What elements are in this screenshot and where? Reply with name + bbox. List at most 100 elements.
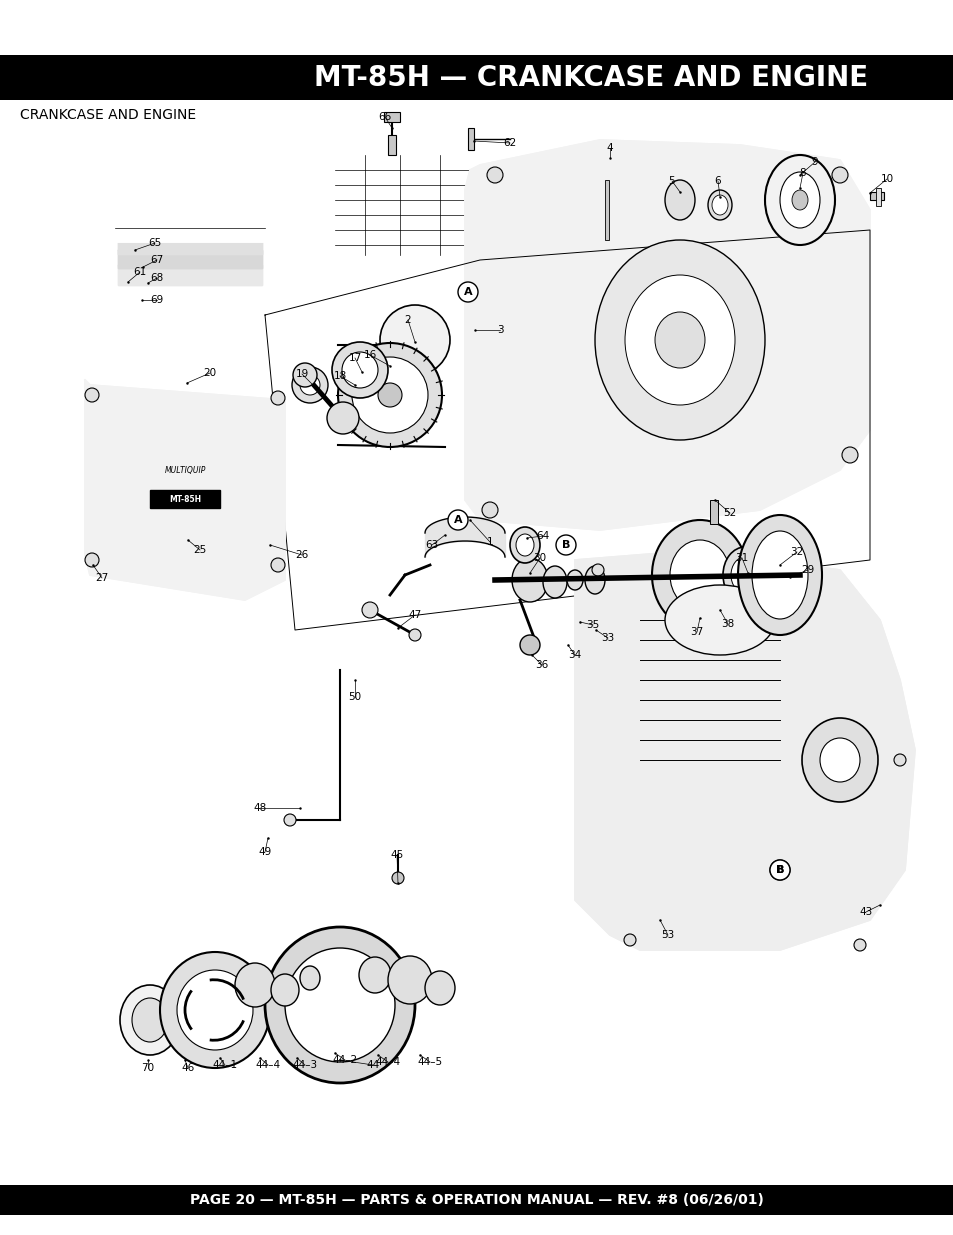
Ellipse shape bbox=[392, 872, 403, 884]
Ellipse shape bbox=[299, 375, 319, 395]
Text: 3: 3 bbox=[497, 325, 503, 335]
Text: 35: 35 bbox=[586, 620, 599, 630]
Bar bbox=[150, 490, 220, 508]
Bar bbox=[0, 56, 953, 100]
Polygon shape bbox=[112, 220, 268, 242]
Circle shape bbox=[409, 629, 420, 641]
Circle shape bbox=[361, 601, 377, 618]
Polygon shape bbox=[115, 280, 265, 330]
Circle shape bbox=[556, 535, 576, 555]
Ellipse shape bbox=[292, 367, 328, 403]
Circle shape bbox=[457, 282, 477, 303]
Ellipse shape bbox=[669, 540, 729, 610]
Ellipse shape bbox=[285, 948, 395, 1062]
Polygon shape bbox=[118, 249, 262, 268]
Circle shape bbox=[284, 814, 295, 826]
Text: 44–3: 44–3 bbox=[293, 1060, 317, 1070]
Polygon shape bbox=[464, 140, 869, 530]
Polygon shape bbox=[575, 550, 914, 950]
Text: 50: 50 bbox=[348, 692, 361, 701]
Text: 63: 63 bbox=[425, 540, 438, 550]
Circle shape bbox=[448, 510, 468, 530]
Ellipse shape bbox=[738, 515, 821, 635]
Text: 2: 2 bbox=[404, 315, 411, 325]
Ellipse shape bbox=[341, 352, 377, 388]
Text: 46: 46 bbox=[181, 1063, 194, 1073]
Text: 30: 30 bbox=[533, 553, 546, 563]
Text: A: A bbox=[454, 515, 462, 525]
Bar bbox=[468, 128, 474, 149]
Ellipse shape bbox=[424, 971, 455, 1005]
Text: 53: 53 bbox=[660, 930, 674, 940]
Ellipse shape bbox=[791, 190, 807, 210]
Ellipse shape bbox=[265, 927, 415, 1083]
Text: 47: 47 bbox=[408, 610, 421, 620]
Text: 29: 29 bbox=[801, 564, 814, 576]
Polygon shape bbox=[118, 237, 262, 254]
Text: 69: 69 bbox=[151, 295, 164, 305]
Ellipse shape bbox=[132, 998, 168, 1042]
Text: 34: 34 bbox=[568, 650, 581, 659]
Ellipse shape bbox=[651, 520, 747, 630]
Text: 67: 67 bbox=[151, 254, 164, 266]
Ellipse shape bbox=[379, 305, 450, 375]
Circle shape bbox=[327, 403, 358, 433]
Ellipse shape bbox=[516, 534, 534, 556]
Ellipse shape bbox=[801, 718, 877, 802]
Ellipse shape bbox=[722, 547, 766, 603]
Ellipse shape bbox=[751, 531, 807, 619]
Text: 66: 66 bbox=[378, 112, 392, 122]
Text: 26: 26 bbox=[295, 550, 309, 559]
Bar bbox=[0, 1186, 953, 1215]
Circle shape bbox=[769, 860, 789, 881]
Text: B: B bbox=[776, 864, 782, 876]
Circle shape bbox=[85, 388, 99, 403]
Ellipse shape bbox=[337, 343, 441, 447]
Bar bbox=[604, 180, 608, 240]
Polygon shape bbox=[118, 266, 262, 285]
Ellipse shape bbox=[664, 180, 695, 220]
Text: 62: 62 bbox=[503, 138, 517, 148]
Bar bbox=[869, 191, 883, 200]
Text: 8: 8 bbox=[799, 168, 805, 178]
Ellipse shape bbox=[120, 986, 180, 1055]
Text: 10: 10 bbox=[880, 174, 893, 184]
Polygon shape bbox=[85, 380, 285, 600]
Ellipse shape bbox=[711, 195, 727, 215]
Ellipse shape bbox=[584, 566, 604, 594]
Text: MULTIQUIP: MULTIQUIP bbox=[164, 466, 206, 474]
Text: PAGE 20 — MT-85H — PARTS & OPERATION MANUAL — REV. #8 (06/26/01): PAGE 20 — MT-85H — PARTS & OPERATION MAN… bbox=[190, 1193, 763, 1207]
Ellipse shape bbox=[707, 190, 731, 220]
Circle shape bbox=[519, 635, 539, 655]
Bar bbox=[384, 112, 399, 122]
Text: 17: 17 bbox=[348, 353, 361, 363]
Text: 68: 68 bbox=[151, 273, 164, 283]
Text: 36: 36 bbox=[535, 659, 548, 671]
Text: 48: 48 bbox=[253, 803, 266, 813]
Ellipse shape bbox=[510, 527, 539, 563]
Text: 61: 61 bbox=[133, 267, 147, 277]
Text: 25: 25 bbox=[193, 545, 207, 555]
Text: 52: 52 bbox=[722, 508, 736, 517]
Text: CRANKCASE AND ENGINE: CRANKCASE AND ENGINE bbox=[20, 107, 196, 122]
Ellipse shape bbox=[271, 974, 298, 1007]
Circle shape bbox=[769, 860, 789, 881]
Ellipse shape bbox=[234, 963, 274, 1007]
Ellipse shape bbox=[820, 739, 859, 782]
Ellipse shape bbox=[764, 156, 834, 245]
Text: 33: 33 bbox=[600, 634, 614, 643]
Circle shape bbox=[85, 553, 99, 567]
Text: 27: 27 bbox=[95, 573, 109, 583]
Circle shape bbox=[486, 167, 502, 183]
Ellipse shape bbox=[388, 956, 432, 1004]
Text: 44–4: 44–4 bbox=[375, 1057, 400, 1067]
Circle shape bbox=[841, 447, 857, 463]
Text: 45: 45 bbox=[390, 850, 403, 860]
Ellipse shape bbox=[595, 240, 764, 440]
Text: B: B bbox=[775, 864, 783, 876]
Bar bbox=[875, 188, 880, 206]
Text: 37: 37 bbox=[690, 627, 703, 637]
Text: 44–5: 44–5 bbox=[417, 1057, 442, 1067]
Ellipse shape bbox=[542, 566, 566, 598]
Text: 44–4: 44–4 bbox=[255, 1060, 280, 1070]
